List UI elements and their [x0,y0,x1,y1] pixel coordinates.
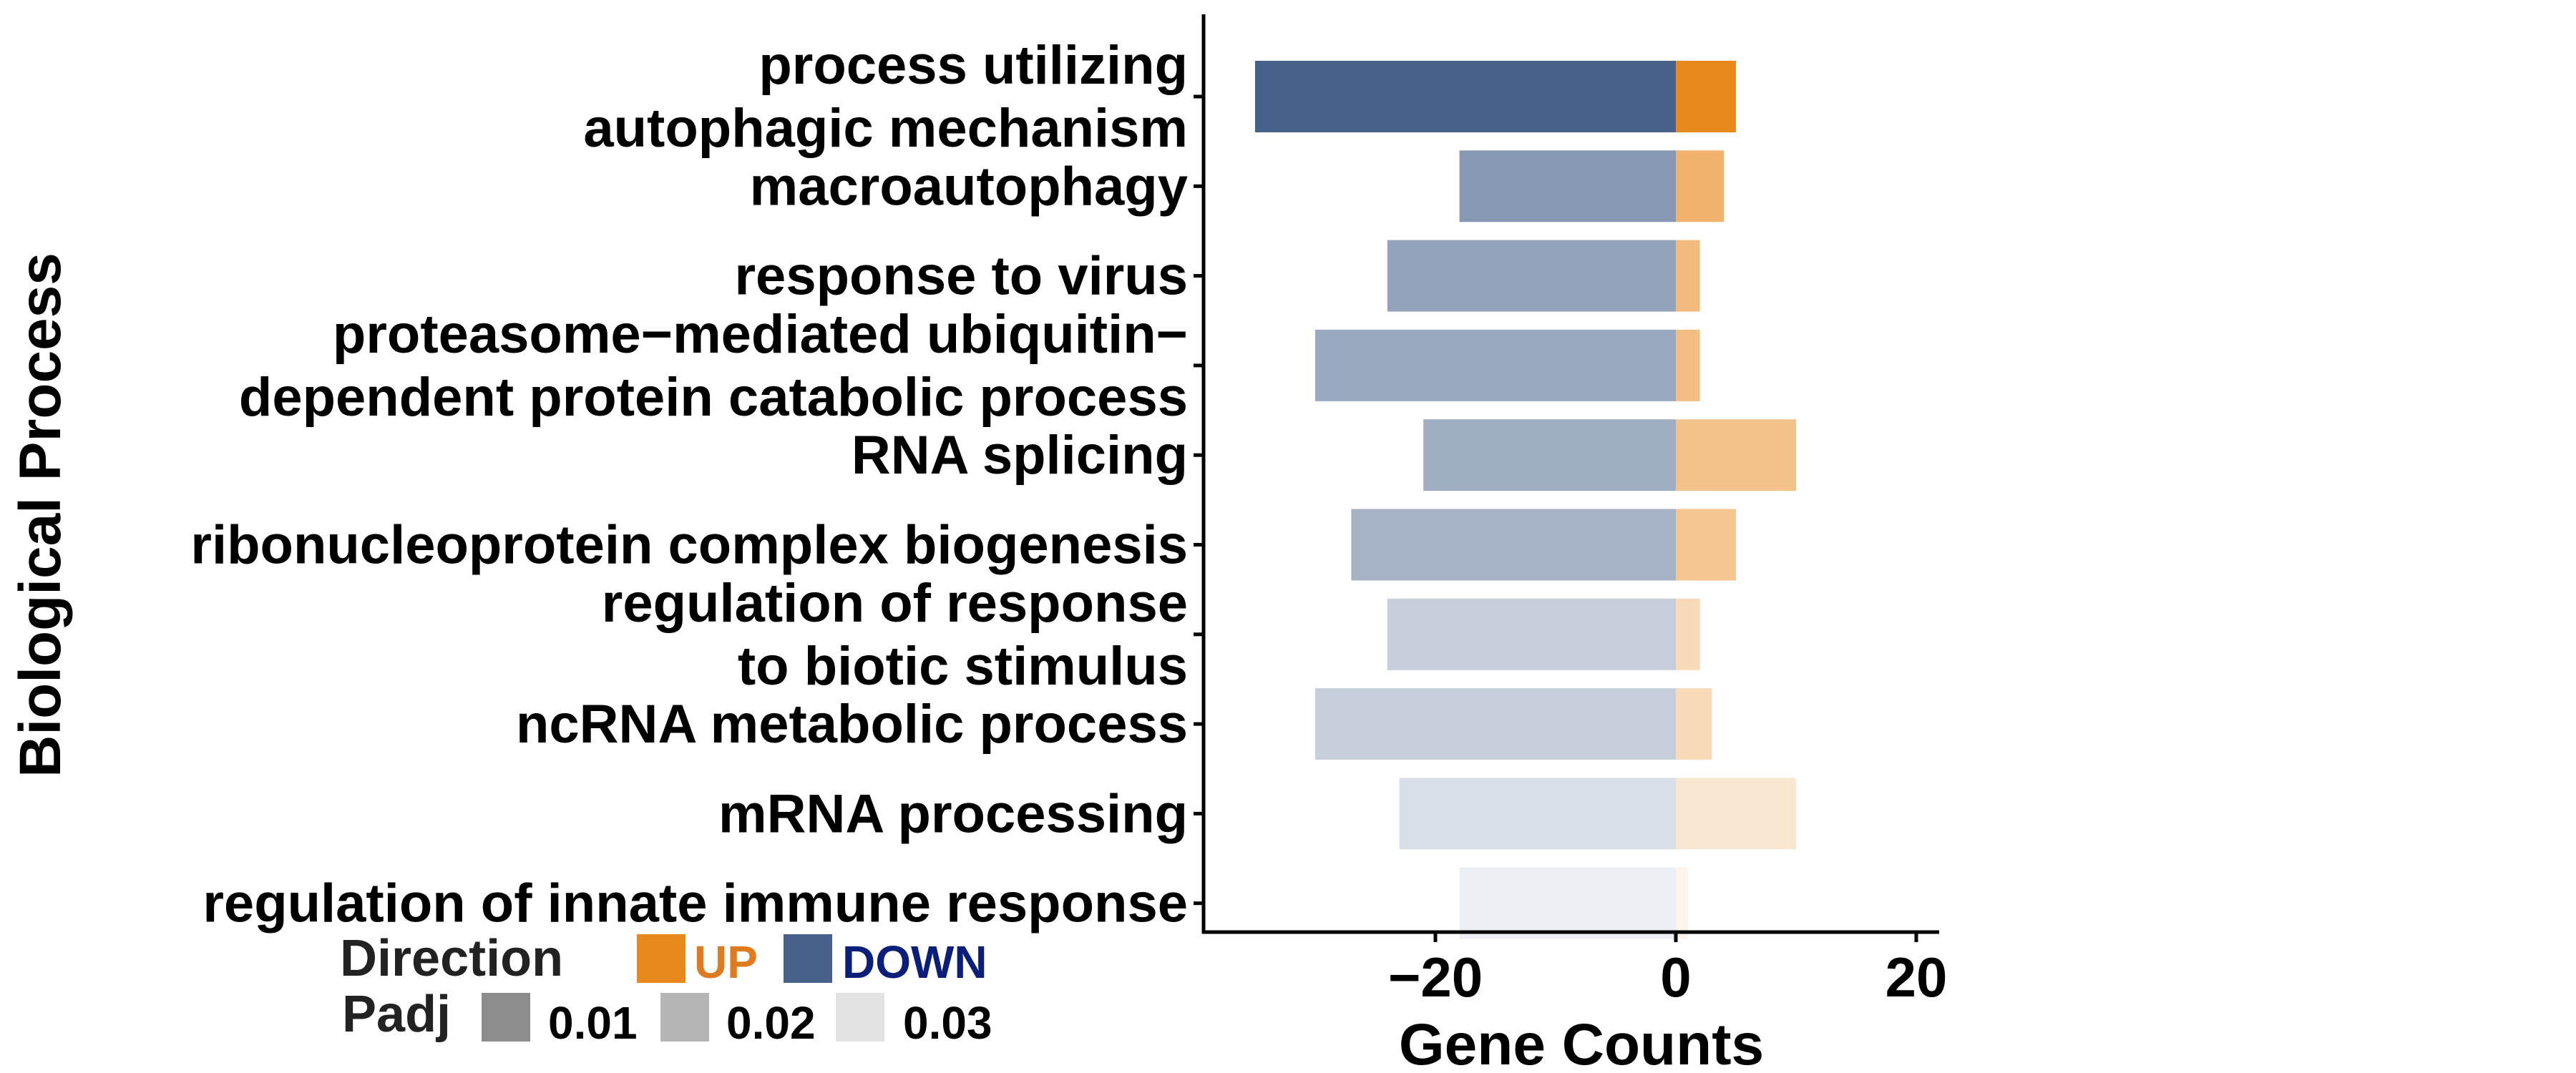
x-ticks-group: −20 0 20 [1388,932,1948,1009]
legend-swatch-padj-2 [836,993,884,1042]
bar-up-8 [1676,778,1796,850]
legend-label-down: DOWN [842,936,987,988]
y-tick-label-0-line-0: process utilizing [758,35,1188,96]
y-tick-label-6-line-0: regulation of response [602,573,1188,634]
y-tick-label-5: ribonucleoprotein complex biogenesis [190,515,1188,576]
x-tick-label-0: −20 [1388,946,1483,1009]
y-tick-label-2: response to virus [734,246,1188,307]
bar-down-6 [1387,598,1676,670]
bar-down-9 [1459,867,1676,939]
y-tick-label-0-line-1: autophagic mechanism [583,98,1188,159]
x-tick-label-1: 0 [1660,946,1691,1009]
legend-swatch-up [637,934,686,983]
bar-up-9 [1676,867,1688,939]
bar-up-2 [1676,240,1700,312]
bar-up-7 [1676,688,1712,760]
bar-up-3 [1676,329,1700,401]
legend: Direction UP DOWN Padj 0.01 0.02 0.03 [340,930,992,1049]
y-tick-label-4: RNA splicing [852,425,1188,486]
y-tick-label-7: ncRNA metabolic process [516,694,1188,755]
y-tick-label-6-line-1: to biotic stimulus [738,636,1188,697]
legend-swatch-padj-1 [660,993,709,1042]
legend-label-padj-1: 0.02 [726,997,816,1049]
bar-up-0 [1676,61,1736,132]
bar-up-6 [1676,598,1700,670]
legend-direction-title: Direction [340,930,563,987]
bar-down-2 [1387,240,1676,312]
bar-down-8 [1399,778,1676,850]
legend-swatch-padj-0 [482,993,530,1042]
legend-label-up: UP [694,936,758,988]
bar-up-1 [1676,150,1724,222]
y-tick-label-8: mRNA processing [718,783,1188,844]
bar-down-3 [1315,329,1676,401]
bar-up-5 [1676,509,1736,581]
y-tick-label-3-line-1: dependent protein catabolic process [239,367,1188,428]
y-tick-label-3-line-0: proteasome−mediated ubiquitin− [333,304,1188,365]
legend-label-padj-2: 0.03 [903,997,992,1049]
y-tick-label-1: macroautophagy [750,156,1188,217]
bar-down-0 [1255,61,1676,132]
legend-label-padj-0: 0.01 [548,997,638,1049]
x-tick-label-2: 20 [1885,946,1948,1009]
y-tick-label-9: regulation of innate immune response [203,873,1188,934]
x-axis-title: Gene Counts [1399,1012,1764,1073]
bars-group [1255,61,1796,939]
bar-down-7 [1315,688,1676,760]
y-axis-title: Biological Process [8,253,73,778]
legend-swatch-down [784,934,832,983]
bar-down-4 [1423,419,1676,491]
bar-up-4 [1676,419,1796,491]
bar-down-5 [1351,509,1676,581]
legend-padj-title: Padj [342,986,451,1043]
bar-down-1 [1459,150,1676,222]
